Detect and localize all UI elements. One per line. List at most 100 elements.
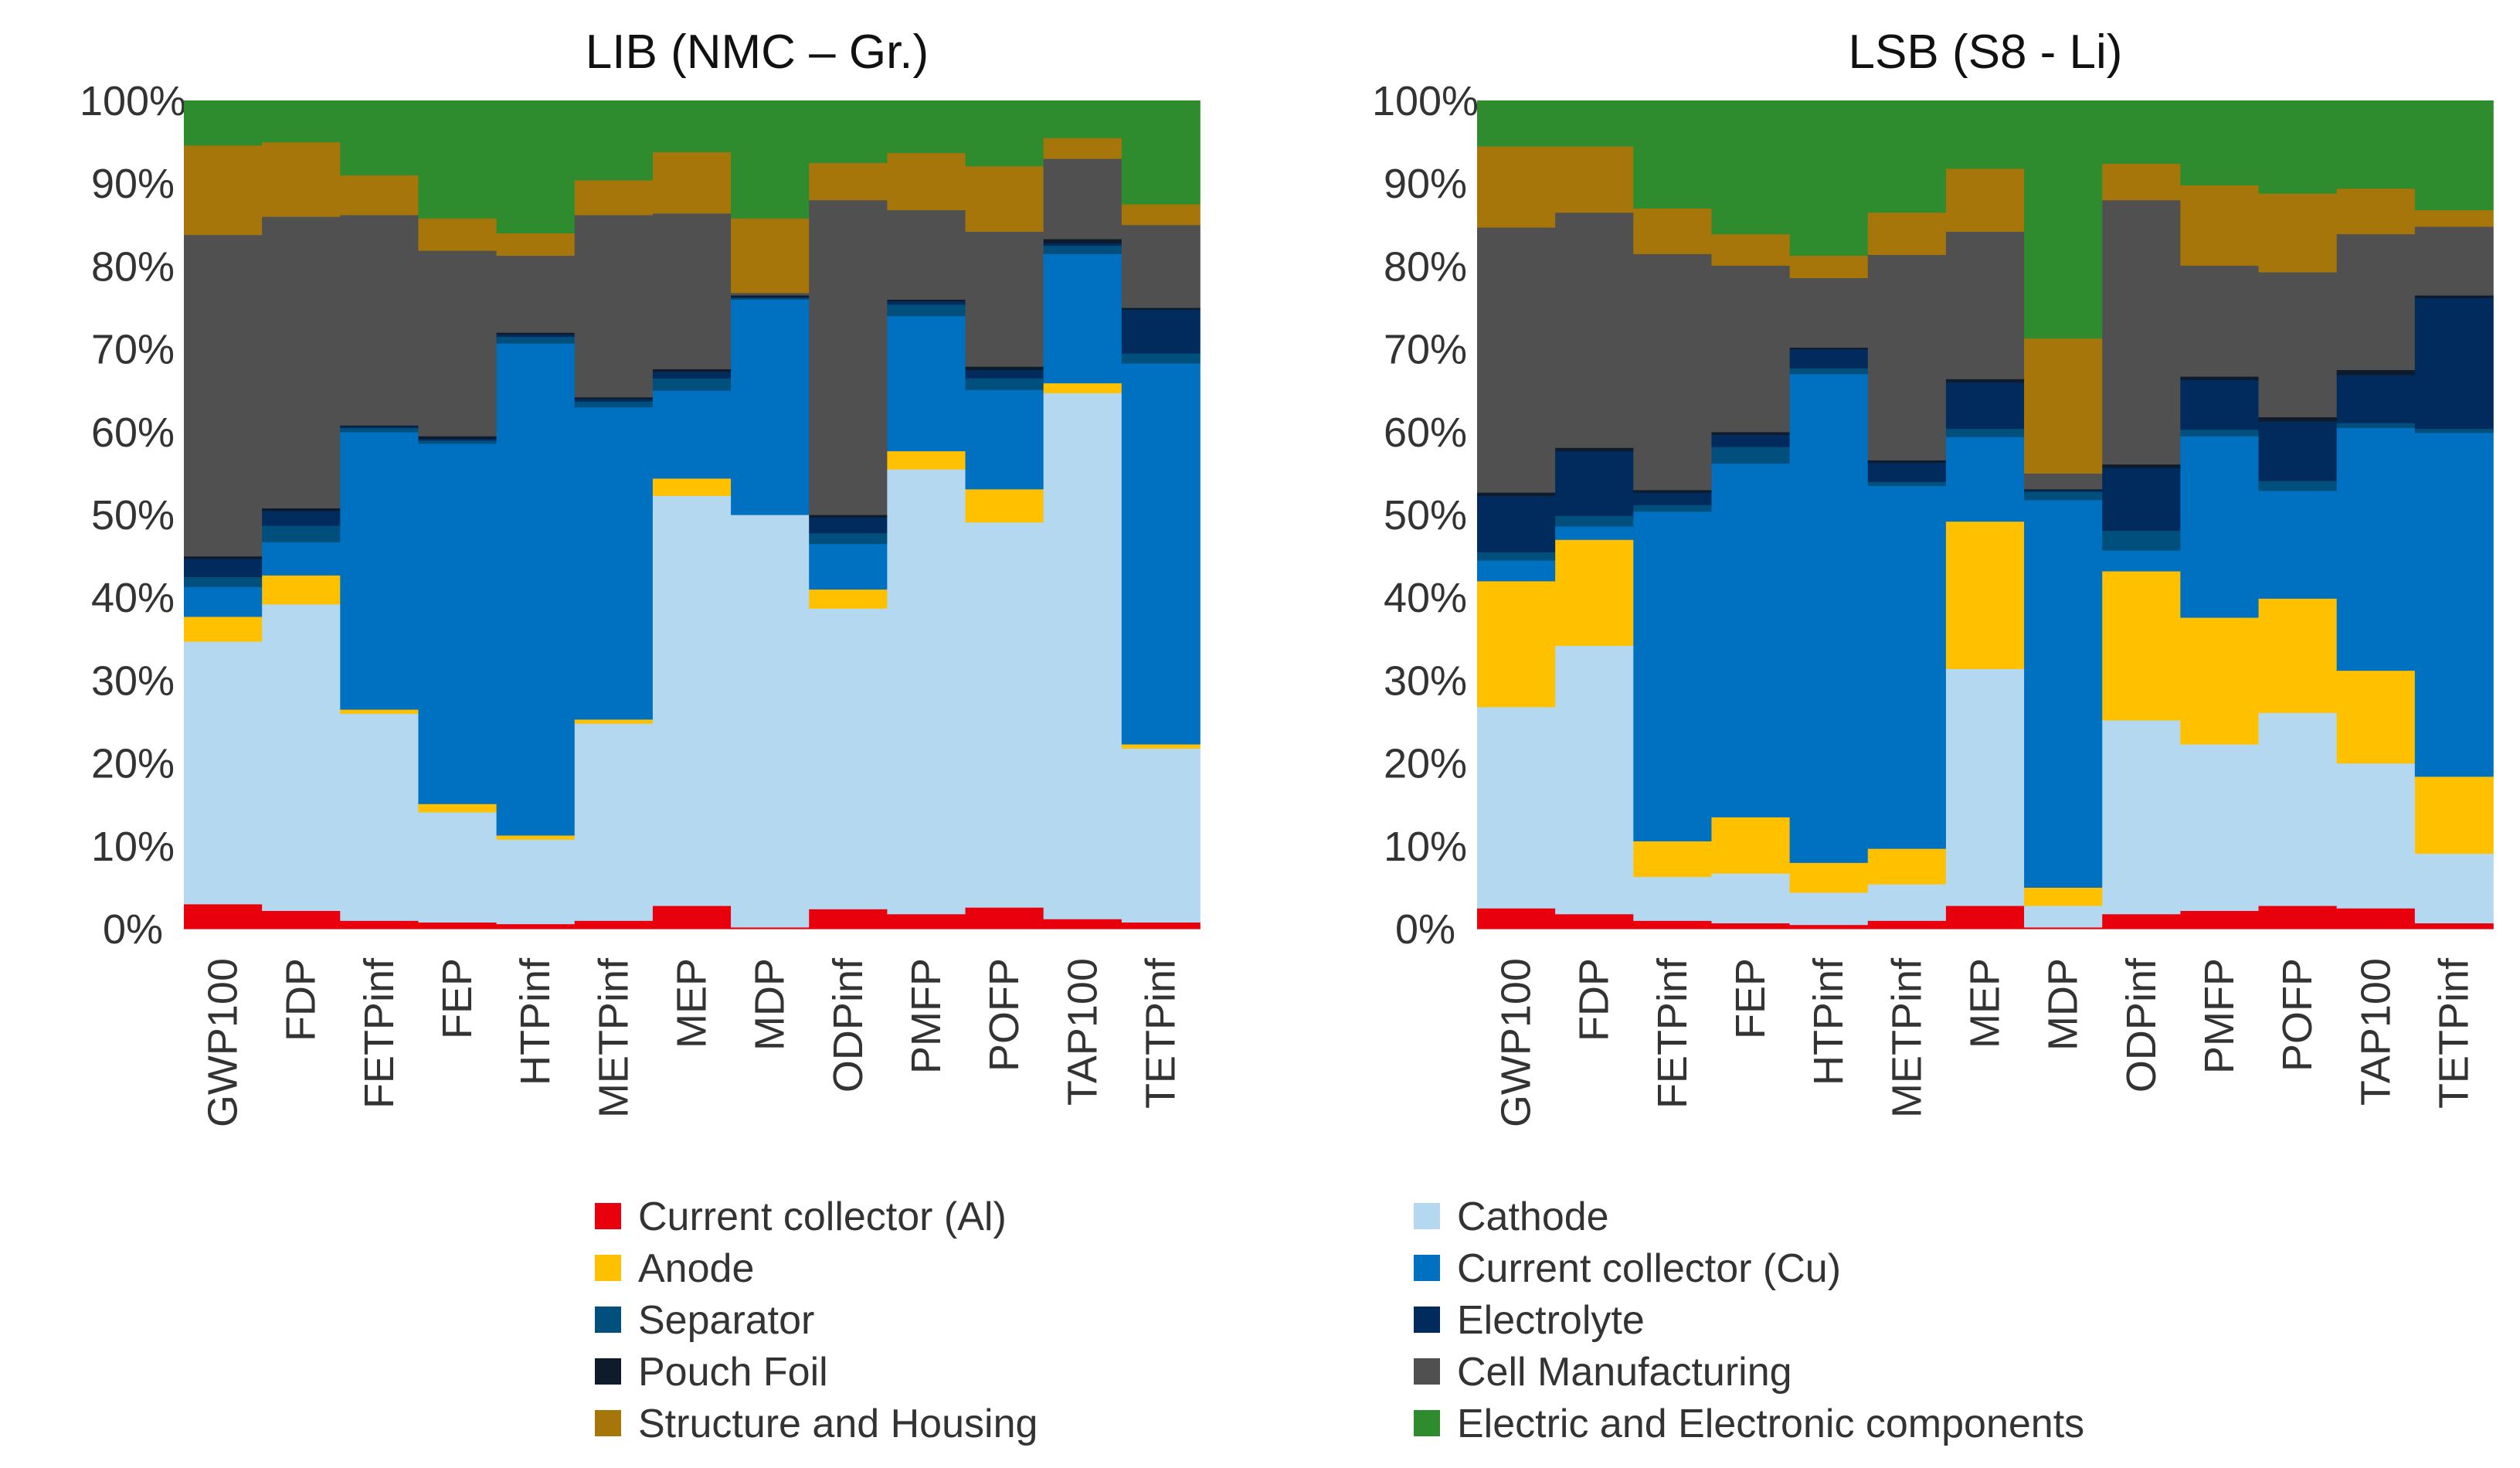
bar-segment-pouch-foil [2258,416,2338,422]
bar-segment-structure-and-housing [1711,233,1791,266]
x-category-label: POFP [2274,958,2321,1072]
bar-segment-current-collector-al [2336,908,2416,929]
y-tick-label: 30% [91,658,175,704]
bar-segment-structure-and-housing [1555,145,1635,213]
bar-segment-electric-and-electronic-components [1789,100,1869,257]
legend-item-electric-and-electronic-components: Electric and Electronic components [1414,1402,2084,1446]
bar-segment-current-collector-al [184,903,263,929]
bar-segment-electrolyte [1633,492,1713,505]
y-tick-label: 0% [103,906,163,953]
bar-segment-structure-and-housing [652,151,732,214]
x-category-label: FETPinf [356,957,402,1109]
bar-segment-cathode [887,469,966,915]
bar-segment-anode [2258,598,2338,713]
y-tick-label: 10% [91,824,175,870]
legend-label: Electrolyte [1457,1298,1645,1343]
bar-segment-current-collector-cu [262,542,341,576]
bar-segment-electrolyte [1945,382,2025,430]
bar-segment-structure-and-housing [2336,188,2416,235]
bar-segment-electrolyte [1789,348,1869,369]
bar-segment-separator [652,378,732,391]
bar-segment-electric-and-electronic-components [1633,100,1713,209]
bar-segment-cathode [1043,392,1122,919]
bar-segment-cell-manufacturing [1867,254,1947,460]
bar-segment-cell-manufacturing [965,231,1044,367]
bar-segment-pouch-foil [1043,239,1122,243]
bar-segment-separator [2414,428,2494,433]
bar-segment-cell-manufacturing [1711,265,1791,433]
bar-segment-cell-manufacturing [887,209,966,300]
bar-segment-anode [1867,848,1947,885]
y-tick-label: 0% [1395,906,1455,953]
bar-segment-cathode [184,641,263,905]
bar-segment-electrolyte [1477,495,1556,552]
bar-segment-current-collector-cu [809,543,888,590]
bar-segment-cell-manufacturing [496,255,576,333]
bar-segment-electric-and-electronic-components [965,100,1044,167]
bar-segment-anode [1043,382,1122,394]
legend-label: Cathode [1457,1194,1609,1239]
bar-segment-pouch-foil [1121,308,1201,310]
bar-segment-electric-and-electronic-components [2258,100,2338,194]
bar-segment-separator [496,336,576,344]
bar-segment-separator [2180,429,2260,437]
y-tick-label: 70% [1384,327,1467,373]
bar-segment-cell-manufacturing [574,214,654,398]
bar-segment-anode [184,616,263,642]
bar-segment-cathode [1711,873,1791,924]
bar-segment-cell-manufacturing [2258,271,2338,418]
bar-segment-cathode [1477,706,1556,909]
bar-segment-electrolyte [887,301,966,305]
bar-segment-current-collector-cu [1633,511,1713,841]
bar-segment-cathode [340,713,419,921]
bar-segment-electric-and-electronic-components [1945,100,2025,169]
bar-segment-current-collector-cu [418,443,498,804]
bar-segment-cathode [2336,763,2416,909]
bar-segment-current-collector-cu [574,406,654,720]
bar-segment-current-collector-al [1555,913,1635,929]
x-category-label: TAP100 [1059,958,1105,1106]
legend-label: Cell Manufacturing [1457,1350,1792,1395]
bar-segment-electric-and-electronic-components [2414,100,2494,211]
bar-segment-electric-and-electronic-components [340,100,419,176]
bar-segment-structure-and-housing [1633,208,1713,254]
legend-swatch [595,1358,621,1385]
bar-segment-separator [1043,245,1122,254]
legend-item-pouch-foil: Pouch Foil [595,1350,828,1395]
chart-title: LSB (S8 - Li) [1849,25,2123,79]
bar-segment-anode [2180,617,2260,745]
bar-segment-anode [574,719,654,724]
bar-segment-cell-manufacturing [731,292,810,296]
bar-segment-structure-and-housing [1043,138,1122,159]
bar-segment-electric-and-electronic-components [2180,100,2260,185]
bar-segment-anode [2414,776,2494,855]
bar-segment-current-collector-cu [1711,463,1791,817]
bar-segment-cathode [2024,905,2104,928]
y-tick-label: 100% [80,78,186,124]
bar-segment-separator [184,576,263,587]
y-tick-label: 100% [1372,78,1479,124]
bar-segment-pouch-foil [1555,447,1635,452]
x-category-label: TETPinf [1137,957,1184,1109]
legend-label: Separator [638,1298,814,1343]
bar-segment-pouch-foil [574,396,654,399]
bar-segment-current-collector-al [1867,920,1947,929]
bar-segment-current-collector-al [262,910,341,929]
y-tick-label: 70% [91,327,175,373]
bar-segment-electrolyte [2336,374,2416,423]
bar-segment-current-collector-al [1789,924,1869,929]
bar-segment-cathode [809,608,888,909]
bar-segment-electric-and-electronic-components [652,100,732,153]
bar-segment-anode [340,709,419,714]
bar-segment-pouch-foil [1789,347,1869,350]
legend-swatch [595,1410,621,1436]
bar-segment-pouch-foil [965,366,1044,370]
bar-segment-electrolyte [1867,462,1947,482]
bar-segment-structure-and-housing [731,218,810,294]
bar-segment-pouch-foil [2414,294,2494,298]
legend: Current collector (Al) Cathode Anode Curren… [595,1194,2084,1446]
bar-segment-electric-and-electronic-components [2024,100,2104,339]
bar-segment-separator [887,304,966,317]
chart-panel-2: LSB (S8 - Li) 0% 10% 20% 30% 40% 50% 60% 70% 80% 9… [1372,25,2494,1127]
